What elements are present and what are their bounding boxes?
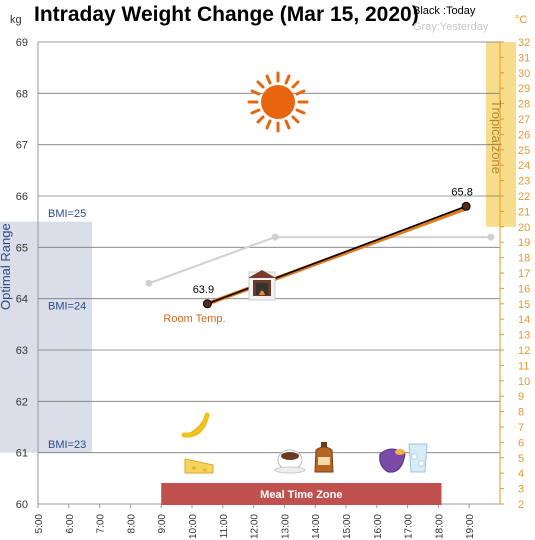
- y-right-tick-label: 3: [518, 484, 524, 496]
- series-today-point: [461, 201, 471, 211]
- coffee-icon: [274, 449, 306, 474]
- x-tick-label: 19:00: [465, 514, 476, 539]
- y-left-tick-label: 68: [16, 88, 28, 100]
- y-left-tick-label: 67: [16, 140, 28, 152]
- y-right-tick-label: 27: [518, 114, 530, 126]
- series-today-data-label: 65.8: [451, 186, 472, 198]
- y-right-tick-label: 17: [518, 268, 530, 280]
- sun-icon: [247, 71, 309, 133]
- y-left-tick-label: 62: [16, 396, 28, 408]
- y-right-tick-label: 9: [518, 391, 524, 403]
- series-today-line: [207, 205, 467, 305]
- y-right-tick-label: 12: [518, 345, 530, 357]
- fireplace-icon: [248, 270, 276, 301]
- x-tick-label: 8:00: [126, 514, 137, 534]
- y-left-tick-label: 66: [16, 191, 28, 203]
- series-yesterday-point: [271, 233, 279, 241]
- series-yesterday-point: [487, 233, 495, 241]
- x-tick-label: 14:00: [311, 514, 322, 539]
- y-right-tick-label: 16: [518, 283, 530, 295]
- water-glass-icon: [408, 443, 428, 473]
- room-temp-label: Room Temp.: [163, 313, 225, 325]
- y-right-tick-label: 4: [518, 468, 524, 480]
- meal-time-zone-band: [161, 483, 442, 505]
- y-left-tick-label: 69: [16, 37, 28, 49]
- sweet-potato-icon: [379, 448, 406, 473]
- y-right-tick-label: 32: [518, 37, 530, 49]
- y-right-tick-label: 23: [518, 176, 530, 188]
- series-yesterday-point: [145, 279, 153, 287]
- right-axis-ticks: 2345678910111213141516171819202122232425…: [500, 37, 530, 511]
- y-right-tick-label: 2: [518, 499, 524, 511]
- x-tick-label: 9:00: [157, 514, 168, 534]
- y-left-tick-label: 64: [16, 294, 28, 306]
- x-tick-label: 6:00: [65, 514, 76, 534]
- x-tick-label: 15:00: [342, 514, 353, 539]
- x-tick-label: 12:00: [250, 514, 261, 539]
- bmi-labels: BMI=25 BMI=24 BMI=23: [48, 208, 86, 451]
- x-tick-label: 5:00: [34, 514, 45, 534]
- y-left-tick-label: 65: [16, 242, 28, 254]
- left-axis-ticks: 60 61 62 63 64 65 66 67 68 69: [16, 37, 28, 511]
- y-right-tick-label: 26: [518, 129, 530, 141]
- x-tick-label: 18:00: [434, 514, 445, 539]
- right-unit-label: °C: [515, 14, 527, 26]
- optimal-range-band: [0, 221, 92, 453]
- y-right-tick-label: 14: [518, 314, 530, 326]
- bottle-icon: [314, 442, 334, 473]
- y-right-tick-label: 28: [518, 99, 530, 111]
- y-right-tick-label: 13: [518, 330, 530, 342]
- series-yesterday-line: [148, 236, 491, 285]
- gridlines: [38, 41, 500, 454]
- y-right-tick-label: 21: [518, 206, 530, 218]
- y-right-tick-label: 11: [518, 360, 529, 372]
- legend-today: Black :Today: [413, 5, 476, 17]
- x-axis-ticks: 5:00 6:00 7:00 8:00 9:00 10:00 11:00 12:00 13:00…: [34, 504, 476, 539]
- y-left-tick-label: 61: [16, 448, 28, 460]
- y-left-tick-label: 60: [16, 499, 28, 511]
- y-right-tick-label: 5: [518, 453, 524, 465]
- bmi-label: BMI=24: [48, 301, 86, 313]
- y-right-tick-label: 8: [518, 407, 524, 419]
- y-right-tick-label: 10: [518, 376, 530, 388]
- y-left-tick-label: 63: [16, 345, 28, 357]
- y-right-tick-label: 24: [518, 160, 530, 172]
- optimal-range-label: Optimal Range: [0, 223, 13, 310]
- y-right-tick-label: 29: [518, 83, 530, 95]
- cheese-icon: [184, 458, 214, 474]
- y-right-tick-label: 6: [518, 437, 524, 449]
- bmi-label: BMI=23: [48, 439, 86, 451]
- chart-title: Intraday Weight Change (Mar 15, 2020): [34, 3, 419, 26]
- y-right-tick-label: 15: [518, 299, 530, 311]
- x-tick-label: 11:00: [219, 514, 230, 539]
- left-unit-label: kg: [10, 14, 22, 26]
- y-right-tick-label: 7: [518, 422, 524, 434]
- y-right-tick-label: 18: [518, 253, 530, 265]
- legend-yesterday: Gray:Yesterday: [413, 21, 489, 33]
- x-tick-label: 7:00: [96, 514, 107, 534]
- bmi-label: BMI=25: [48, 208, 86, 220]
- series-today-data-label: 63.9: [193, 284, 214, 296]
- tropical-zone-label: Tropicalzone: [489, 100, 504, 174]
- y-right-tick-label: 19: [518, 237, 530, 249]
- y-right-tick-label: 31: [518, 52, 530, 64]
- y-right-tick-label: 20: [518, 222, 530, 234]
- meal-time-zone-label: Meal Time Zone: [260, 489, 342, 501]
- y-right-tick-label: 30: [518, 68, 530, 80]
- x-tick-label: 16:00: [373, 514, 384, 539]
- y-right-tick-label: 25: [518, 145, 530, 157]
- x-tick-label: 10:00: [188, 514, 199, 539]
- banana-icon: [181, 412, 210, 438]
- series-today-point: [202, 299, 212, 309]
- x-tick-label: 13:00: [280, 514, 291, 539]
- x-tick-label: 17:00: [404, 514, 415, 539]
- y-right-tick-label: 22: [518, 191, 530, 203]
